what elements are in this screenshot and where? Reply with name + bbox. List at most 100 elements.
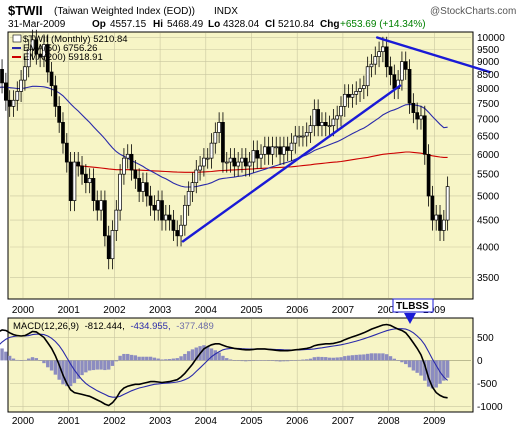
candle-body-103	[373, 56, 378, 65]
price-y-tick-3500: 3500	[477, 273, 500, 284]
macd-hist-bar-68	[240, 360, 244, 362]
candle-body-5	[0, 69, 4, 84]
candle-97	[350, 84, 355, 108]
candle-body-56	[194, 169, 199, 184]
macd-hist-bar-84	[301, 359, 305, 361]
macd-legend-hist: -377.489	[176, 321, 214, 332]
candle-26	[80, 155, 84, 185]
legend-price-label: $TWII (Monthly) 5210.84	[23, 34, 128, 45]
candle-body-52	[179, 224, 183, 237]
candle-body-27	[83, 173, 88, 184]
candle-101	[365, 56, 370, 97]
candle-body-93	[335, 115, 340, 120]
macd-y-axis: 500 0 -500 -1000	[477, 333, 503, 413]
macd-hist-bar-71	[251, 360, 256, 361]
candle-48	[163, 204, 168, 231]
macd-hist-bar-82	[293, 360, 297, 361]
candle-73	[259, 144, 263, 169]
price-x-tick-2001: 2001	[58, 305, 81, 316]
macd-hist-bar-111	[404, 360, 408, 365]
candle-37	[122, 148, 126, 185]
candle-body-14	[34, 39, 39, 55]
candle-body-117	[426, 153, 431, 197]
macd-lines-layer	[0, 323, 448, 407]
macd-hist-bar-85	[305, 359, 309, 361]
macd-hist-bar-19	[53, 360, 58, 375]
candle-94	[339, 96, 343, 127]
macd-hist-bar-76	[270, 360, 275, 361]
low-value: 4328.04	[223, 19, 260, 30]
close-label: Cl	[265, 19, 275, 30]
candle-67	[236, 151, 241, 177]
candle-body-19	[53, 85, 58, 107]
candle-111	[403, 51, 408, 80]
candle-30	[95, 190, 100, 221]
macd-hist-bar-61	[213, 350, 218, 361]
candle-122	[445, 176, 450, 231]
macd-y-tick--1000: -1000	[477, 402, 503, 413]
candle-46	[156, 190, 161, 221]
candle-68	[240, 148, 244, 173]
macd-hist-bar-6	[4, 351, 8, 361]
price-y-tick-7500: 7500	[477, 99, 500, 110]
candle-52	[179, 215, 183, 247]
candle-body-63	[221, 122, 225, 163]
candle-114	[415, 102, 420, 130]
price-y-tick-4500: 4500	[477, 216, 500, 227]
candle-14	[34, 29, 39, 65]
tlbss-label: TLBSS	[396, 301, 429, 312]
macd-hist-bar-107	[388, 356, 393, 361]
candle-body-118	[430, 195, 435, 221]
price-x-tick-2007: 2007	[332, 305, 355, 316]
macd-hist-bar-90	[324, 357, 328, 361]
candle-body-64	[224, 161, 229, 164]
candle-body-74	[262, 146, 267, 155]
candle-106	[384, 36, 389, 78]
candle-118	[430, 185, 435, 231]
price-y-tick-7000: 7000	[477, 115, 500, 126]
macd-x-tick-2003: 2003	[149, 416, 172, 427]
candle-body-107	[388, 66, 393, 76]
macd-hist-bar-56	[194, 347, 198, 361]
candle-body-106	[384, 46, 389, 68]
candle-20	[57, 96, 62, 133]
macd-hist-bar-45	[152, 357, 157, 361]
macd-hist-bar-119	[434, 360, 438, 388]
trendline-1	[181, 84, 402, 243]
candle-body-113	[411, 102, 416, 113]
candle-body-44	[148, 195, 153, 206]
macd-hist-bar-106	[384, 354, 389, 361]
price-x-tick-2000: 2000	[12, 305, 35, 316]
macd-hist-bar-29	[91, 360, 96, 371]
macd-hist-bar-49	[167, 359, 172, 361]
macd-y-tick-500: 500	[477, 333, 494, 344]
candle-body-102	[369, 63, 374, 68]
macd-hist-bar-91	[327, 357, 332, 361]
macd-hist-bar-67	[236, 360, 240, 361]
candle-body-69	[243, 157, 248, 167]
candle-body-42	[141, 182, 145, 192]
candle-body-79	[282, 146, 286, 155]
candle-98	[354, 81, 359, 105]
candle-body-108	[392, 74, 397, 89]
macd-hist-bar-48	[164, 359, 168, 361]
macd-hist-bar-8	[11, 358, 16, 361]
candle-body-55	[190, 182, 195, 192]
macd-hist-bar-113	[411, 360, 416, 371]
candle-body-114	[415, 112, 420, 120]
macd-hist-bar-34	[110, 360, 115, 366]
candle-body-12	[26, 48, 31, 68]
candle-body-81	[289, 142, 294, 151]
candle-102	[369, 54, 374, 78]
low-label: Lo	[208, 19, 220, 30]
candle-57	[198, 155, 202, 181]
candle-body-77	[274, 146, 279, 149]
candle-body-59	[205, 157, 210, 160]
candle-83	[297, 125, 301, 147]
candle-13	[30, 29, 35, 60]
price-y-tick-5500: 5500	[477, 170, 500, 181]
price-y-tick-9500: 9500	[477, 45, 500, 56]
macd-hist-bar-70	[247, 360, 252, 362]
candle-45	[152, 195, 157, 221]
price-y-tick-6000: 6000	[477, 150, 500, 161]
